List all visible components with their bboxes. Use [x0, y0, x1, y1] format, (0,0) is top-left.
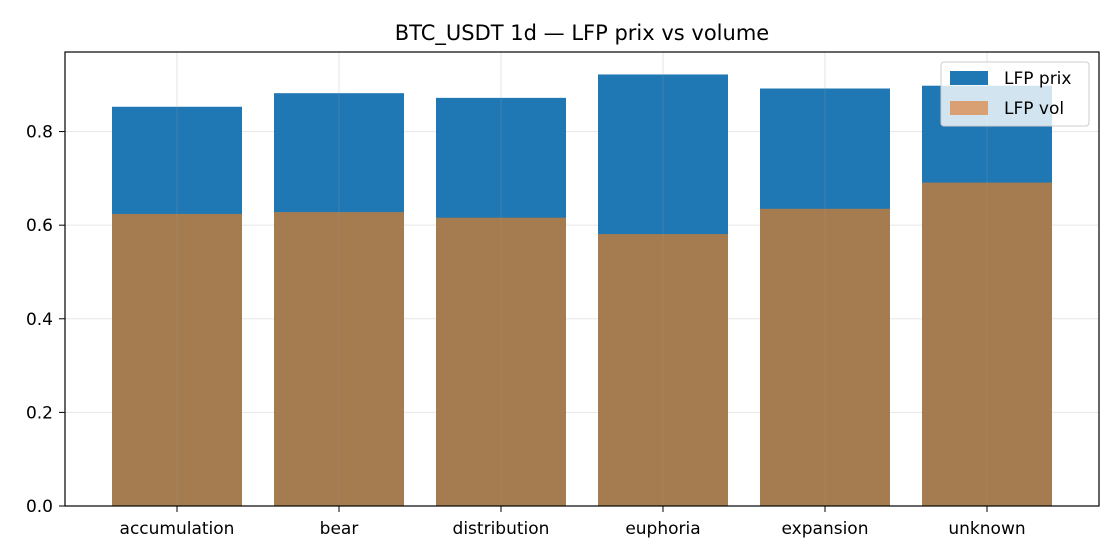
bar-lfp-vol: [598, 234, 728, 506]
legend-label-prix: LFP prix: [1004, 69, 1071, 89]
y-tick-label: 0.4: [26, 310, 53, 330]
y-tick-label: 0.6: [26, 216, 53, 236]
x-tick-label: accumulation: [120, 519, 235, 539]
x-axis: accumulation bear distribution euphoria expa…: [120, 506, 1026, 539]
legend-label-vol: LFP vol: [1004, 99, 1064, 119]
y-tick-label: 0.2: [26, 403, 53, 423]
legend: LFP prix LFP vol: [940, 61, 1090, 127]
bar-lfp-vol: [922, 182, 1052, 507]
legend-swatch-vol: [950, 101, 988, 115]
bar-lfp-vol: [274, 212, 404, 506]
x-tick-label: distribution: [453, 519, 550, 539]
x-tick-label: unknown: [948, 519, 1025, 539]
bar-lfp-vol: [760, 208, 890, 506]
y-tick-label: 0.8: [26, 123, 53, 143]
bar-lfp-vol: [436, 217, 566, 507]
bar-lfp-vol: [112, 213, 242, 506]
legend-swatch-prix: [950, 71, 988, 85]
x-tick-label: bear: [320, 519, 359, 539]
y-tick-label: 0.0: [26, 497, 53, 517]
grid-overlay: [176, 52, 988, 506]
chart-title: BTC_USDT 1d — LFP prix vs volume: [395, 21, 769, 46]
bars: [112, 74, 1052, 507]
plot-frame: [64, 51, 1100, 507]
x-tick-label: euphoria: [625, 519, 700, 539]
x-tick-label: expansion: [782, 519, 869, 539]
y-axis: 0.0 0.2 0.4 0.6 0.8: [26, 123, 65, 517]
